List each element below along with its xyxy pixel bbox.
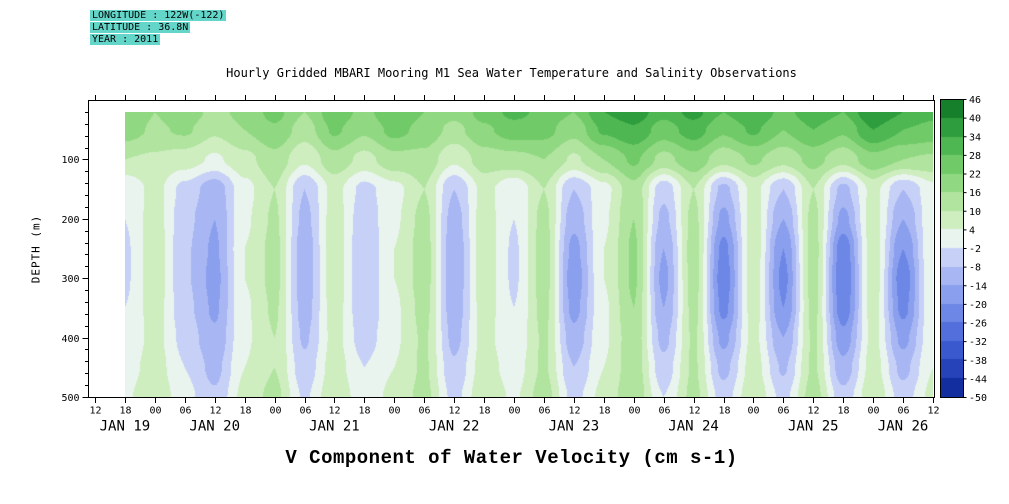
- date-label: JAN 26: [878, 419, 929, 435]
- colorbar-tick-label: 22: [969, 170, 981, 181]
- x-tick-label: 06: [658, 406, 670, 417]
- colorbar-tick-label: 46: [969, 95, 981, 106]
- x-tick-label: 12: [328, 406, 340, 417]
- colorbar-tick-label: -2: [969, 244, 981, 255]
- header-line: YEAR : 2011: [90, 34, 226, 46]
- x-tick-label: 00: [269, 406, 281, 417]
- y-tick-label: 200: [61, 215, 79, 226]
- x-tick-label: 06: [538, 406, 550, 417]
- colorbar-tick-label: -50: [969, 393, 987, 404]
- x-tick-label: 12: [448, 406, 460, 417]
- date-label: JAN 25: [788, 419, 839, 435]
- y-tick-label: 300: [61, 274, 79, 285]
- date-label: JAN 24: [668, 419, 719, 435]
- x-tick-label: 18: [837, 406, 849, 417]
- colorbar-tick-label: 40: [969, 114, 981, 125]
- x-tick-label: 12: [688, 406, 700, 417]
- date-label: JAN 23: [549, 419, 600, 435]
- x-tick-label: 12: [568, 406, 580, 417]
- colorbar-tick-label: 34: [969, 132, 981, 143]
- x-tick-label: 18: [119, 406, 131, 417]
- date-label: JAN 20: [189, 419, 240, 435]
- year-text: YEAR : 2011: [90, 34, 161, 45]
- x-tick-label: 12: [209, 406, 221, 417]
- colorbar-tick-label: 10: [969, 207, 981, 218]
- x-tick-label: 06: [418, 406, 430, 417]
- colorbar-tick-label: 28: [969, 151, 981, 162]
- x-tick-label: 00: [867, 406, 879, 417]
- latitude-text: LATITUDE : 36.8N: [90, 22, 191, 33]
- x-tick-label: 00: [508, 406, 520, 417]
- x-tick-label: 12: [927, 406, 939, 417]
- colorbar-tick-label: -32: [969, 337, 987, 348]
- y-axis-label: DEPTH (m): [29, 214, 43, 284]
- colorbar-tick-label: -44: [969, 374, 987, 385]
- y-tick-label: 100: [61, 155, 79, 166]
- plot-frame: [88, 100, 935, 398]
- x-tick-label: 06: [897, 406, 909, 417]
- x-tick-label: 12: [89, 406, 101, 417]
- x-tick-label: 18: [478, 406, 490, 417]
- plot-title: Hourly Gridded MBARI Mooring M1 Sea Wate…: [226, 66, 797, 80]
- x-tick-label: 12: [807, 406, 819, 417]
- colorbar-tick-label: 16: [969, 188, 981, 199]
- y-tick-label: 400: [61, 334, 79, 345]
- colorbar-tick-label: -26: [969, 319, 987, 330]
- colorbar-canvas: [941, 100, 963, 397]
- date-label: JAN 22: [429, 419, 480, 435]
- x-tick-label: 00: [388, 406, 400, 417]
- x-tick-label: 06: [777, 406, 789, 417]
- colorbar-frame: [940, 99, 964, 398]
- x-tick-label: 18: [598, 406, 610, 417]
- x-axis-title: V Component of Water Velocity (cm s-1): [285, 447, 738, 469]
- x-tick-label: 00: [149, 406, 161, 417]
- header-line: LATITUDE : 36.8N: [90, 22, 226, 34]
- colorbar-tick-label: 4: [969, 225, 975, 236]
- header-info: LONGITUDE : 122W(-122) LATITUDE : 36.8N …: [90, 10, 227, 46]
- header-line: LONGITUDE : 122W(-122): [90, 10, 227, 22]
- colorbar-tick-label: -14: [969, 281, 987, 292]
- x-tick-label: 18: [718, 406, 730, 417]
- x-tick-label: 18: [239, 406, 251, 417]
- x-tick-label: 00: [628, 406, 640, 417]
- x-tick-label: 00: [747, 406, 759, 417]
- x-tick-label: 06: [299, 406, 311, 417]
- colorbar-tick-label: -38: [969, 356, 987, 367]
- colorbar-tick-label: -20: [969, 300, 987, 311]
- x-tick-label: 18: [358, 406, 370, 417]
- y-tick-label: 500: [61, 393, 79, 404]
- longitude-text: LONGITUDE : 122W(-122): [90, 10, 227, 21]
- date-label: JAN 21: [309, 419, 360, 435]
- colorbar-tick-label: -8: [969, 263, 981, 274]
- heatmap-canvas: [125, 112, 933, 397]
- x-tick-label: 06: [179, 406, 191, 417]
- date-label: JAN 19: [100, 419, 151, 435]
